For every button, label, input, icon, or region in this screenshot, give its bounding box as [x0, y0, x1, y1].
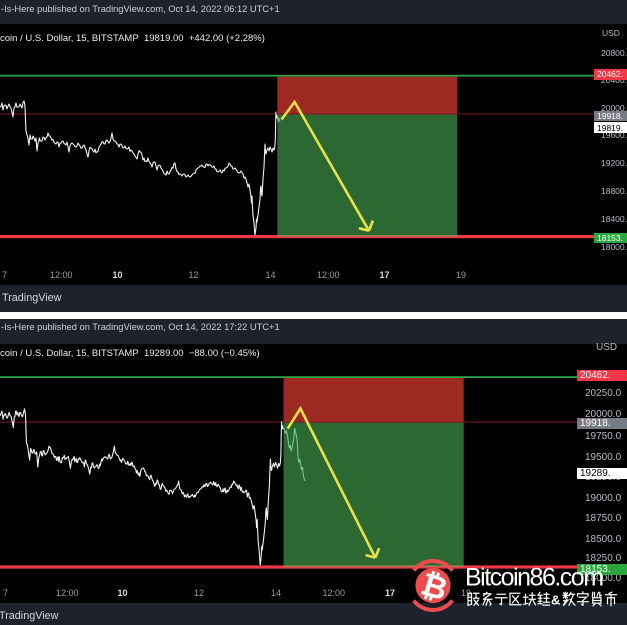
- svg-text:&: &: [551, 593, 560, 608]
- svg-text:Bitcoin86.com: Bitcoin86.com: [465, 564, 603, 592]
- svg-text:₿: ₿: [417, 565, 452, 607]
